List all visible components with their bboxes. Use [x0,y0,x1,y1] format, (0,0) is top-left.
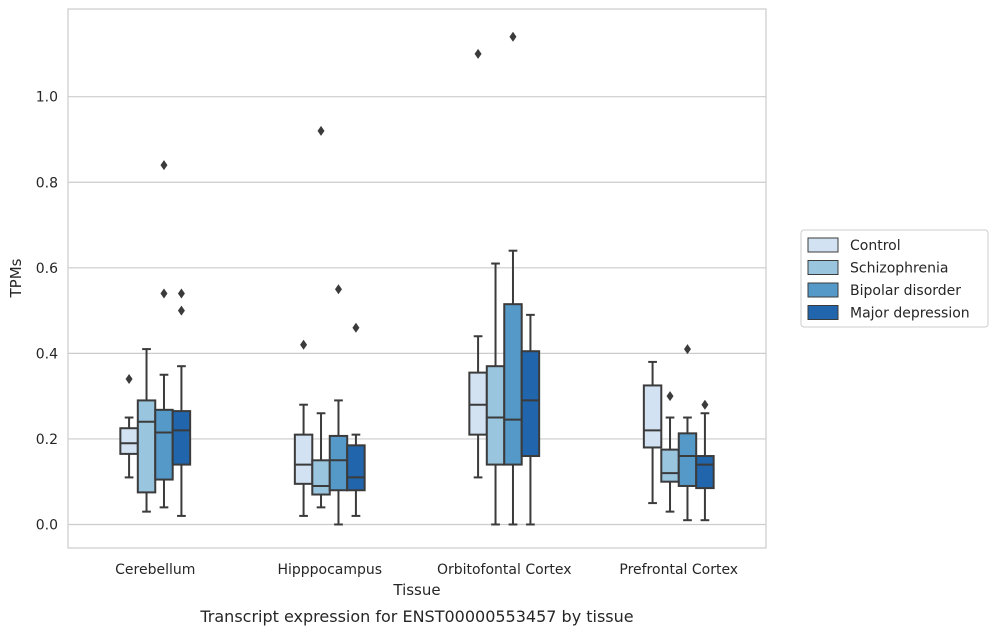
outlier-point [317,125,325,136]
y-tick-label: 0.0 [36,517,58,533]
legend-swatch [807,237,839,253]
outlier-point [509,31,517,42]
x-tick-label: Hipppocampus [277,562,382,578]
box-group [311,125,331,509]
y-tick-label: 0.2 [36,432,58,448]
boxes [119,31,715,526]
box [485,365,506,466]
box-group [136,348,157,513]
box [660,448,680,483]
box [346,444,366,492]
outlier-point [300,339,308,350]
outlier-point [666,391,674,402]
outlier-point [352,322,360,333]
outlier-point [160,160,168,171]
box [293,433,314,485]
y-axis-label: TPMs [7,258,25,298]
box [520,350,541,458]
box [468,371,488,436]
y-tick-label: 0.6 [36,261,58,277]
legend-swatch [807,282,839,298]
box [695,455,715,490]
outlier-point [474,48,482,59]
legend: Control Schizophrenia Bipolar disorder Majo… [800,229,989,328]
y-axis-ticks: 0.0 0.2 0.4 0.6 0.8 1.0 [36,90,58,534]
box-group [695,399,715,522]
legend-frame [800,229,989,328]
outlier-point [160,288,168,299]
box-group [154,160,174,509]
y-tick-label: 0.4 [36,346,58,362]
outlier-point [125,374,133,385]
box-group [119,374,139,479]
outlier-point [177,288,185,299]
box [154,408,174,481]
chart-title: Transcript expression for ENST0000055345… [199,607,633,626]
box [677,432,698,487]
box-group [468,48,488,479]
outlier-point [683,344,691,355]
y-tick-label: 1.0 [36,90,58,106]
legend-swatch [807,305,839,320]
box-group [346,322,366,517]
y-tick-label: 0.8 [36,175,58,191]
box [503,303,523,466]
legend-label: Bipolar disorder [850,283,961,299]
box-group [293,339,314,517]
x-axis-label: Tissue [392,581,440,599]
plot-area-frame [67,8,767,549]
x-tick-label: Prefrontal Cortex [619,562,738,578]
legend-label: Major depression [850,306,970,322]
legend-label: Control [850,238,901,254]
x-tick-label: Cerebellum [115,562,195,578]
box [119,427,139,455]
box-group [677,344,698,522]
x-tick-label: Orbitofontal Cortex [437,562,572,578]
legend-label: Schizophrenia [850,261,948,277]
box-group [642,360,663,505]
box [642,384,663,449]
box-group [171,288,192,517]
box-group [485,262,506,526]
box [311,459,331,496]
box-group [503,31,523,526]
legend-swatch [807,260,839,275]
outlier-point [334,284,342,295]
box [136,399,157,494]
outlier-point [701,399,709,410]
box [171,410,192,466]
box-group [520,313,541,526]
box-group [660,391,680,513]
x-axis-ticks: Cerebellum Hipppocampus Orbitofontal Corte… [115,562,738,578]
box [328,434,349,492]
outlier-point [177,305,185,316]
box-group [328,284,349,526]
